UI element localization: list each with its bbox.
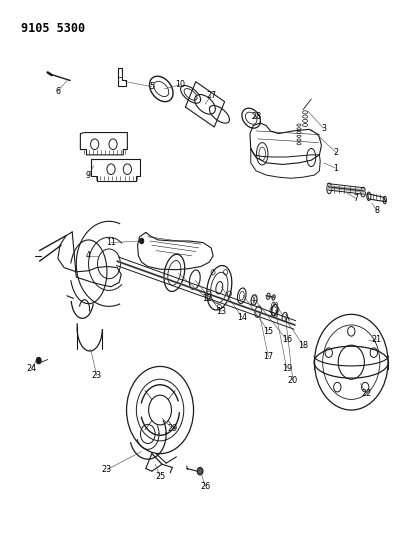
- Text: 4: 4: [86, 252, 91, 260]
- Text: 6: 6: [55, 86, 60, 95]
- Text: 23: 23: [92, 371, 101, 380]
- Text: 10: 10: [175, 80, 185, 89]
- Circle shape: [197, 467, 202, 475]
- Text: 22: 22: [360, 389, 371, 398]
- Text: 9: 9: [86, 171, 91, 180]
- Text: 17: 17: [263, 352, 273, 361]
- Text: 23: 23: [101, 465, 112, 474]
- Text: 20: 20: [287, 376, 297, 385]
- Text: 26: 26: [200, 481, 209, 490]
- Text: 21: 21: [371, 335, 381, 344]
- Text: 29: 29: [167, 424, 177, 433]
- Text: 14: 14: [236, 312, 246, 321]
- Text: 16: 16: [281, 335, 291, 344]
- Text: 18: 18: [297, 341, 307, 350]
- Text: 11: 11: [106, 238, 116, 247]
- Text: 7: 7: [353, 194, 358, 203]
- Circle shape: [139, 238, 144, 244]
- Text: 13: 13: [216, 307, 226, 316]
- Text: 8: 8: [373, 206, 378, 215]
- Text: 24: 24: [26, 364, 36, 373]
- Text: 28: 28: [250, 112, 261, 121]
- Text: 1: 1: [333, 164, 337, 173]
- Text: 19: 19: [281, 364, 291, 373]
- Text: 5: 5: [149, 82, 154, 91]
- Text: 3: 3: [320, 124, 325, 133]
- Text: 27: 27: [205, 91, 216, 100]
- Text: 15: 15: [263, 327, 273, 336]
- Text: 25: 25: [155, 472, 165, 481]
- Text: 9105 5300: 9105 5300: [21, 22, 85, 35]
- Text: 2: 2: [333, 148, 337, 157]
- Circle shape: [36, 358, 41, 364]
- Text: 12: 12: [202, 294, 211, 303]
